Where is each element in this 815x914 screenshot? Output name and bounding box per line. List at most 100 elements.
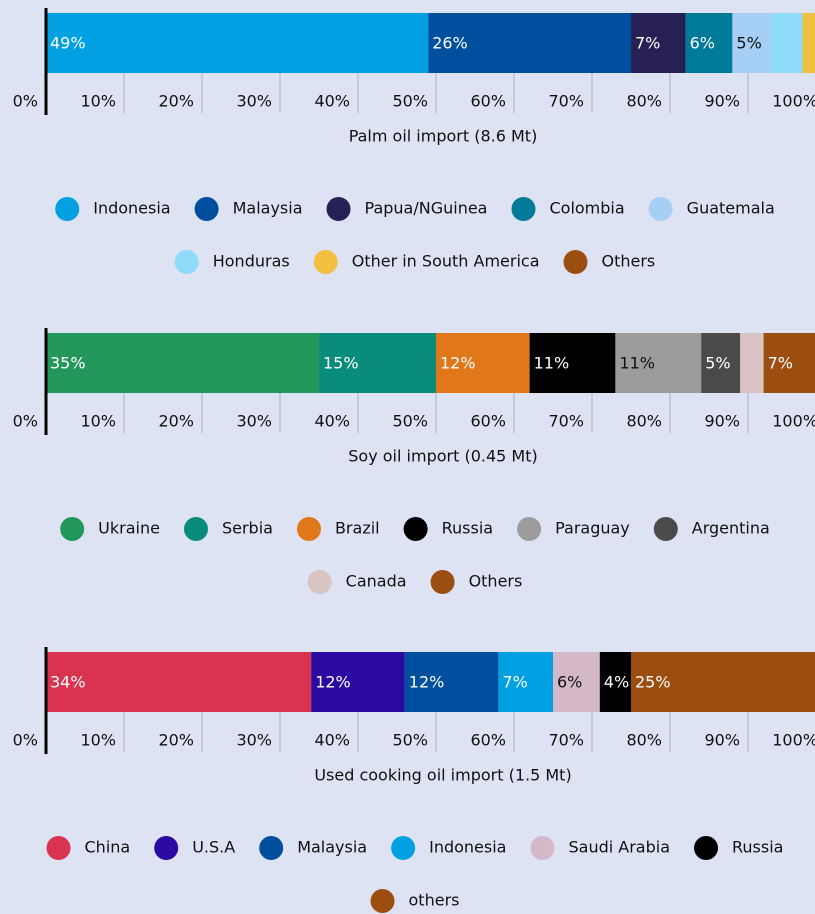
x-tick-label: 90%	[704, 92, 740, 111]
chart-title: Soy oil import (0.45 Mt)	[348, 447, 537, 466]
x-tick-label: 0%	[13, 92, 38, 111]
x-tick-label: 90%	[704, 412, 740, 431]
legend-swatch	[154, 836, 179, 860]
x-tick-label: 50%	[392, 92, 428, 111]
legend-label: Paraguay	[555, 519, 630, 538]
bar-segment	[436, 333, 530, 393]
data-label: 4%	[604, 673, 629, 692]
x-tick-label: 60%	[470, 92, 506, 111]
legend-label: Serbia	[222, 519, 273, 538]
bar-segment	[685, 13, 733, 73]
legend-label: U.S.A	[192, 838, 235, 857]
legend-label: Papua/NGuinea	[365, 199, 488, 218]
legend-label: Saudi Arabia	[568, 838, 670, 857]
bar-segment	[763, 333, 815, 393]
bar-segment	[46, 652, 312, 712]
data-label: 5%	[705, 354, 730, 373]
x-tick-label: 70%	[548, 92, 584, 111]
bar-segment	[529, 333, 616, 393]
data-label: 12%	[440, 354, 476, 373]
bar-segment	[771, 13, 803, 73]
legend-label: Guatemala	[687, 199, 775, 218]
data-label: 34%	[50, 673, 86, 692]
legend-swatch	[313, 250, 338, 274]
legend-label: Honduras	[213, 252, 290, 271]
x-tick-label: 10%	[80, 731, 116, 750]
x-tick-label: 70%	[548, 412, 584, 431]
bar-segment	[802, 13, 815, 73]
legend-swatch	[391, 836, 416, 860]
bar-segment	[631, 13, 686, 73]
legend-label: Other in South America	[352, 252, 540, 271]
legend-label: Ukraine	[98, 519, 160, 538]
x-tick-label: 50%	[392, 731, 428, 750]
legend-swatch	[517, 517, 542, 541]
data-label: 12%	[315, 673, 351, 692]
legend-swatch	[174, 250, 199, 274]
x-tick-label: 20%	[158, 92, 194, 111]
bar-segment	[311, 652, 405, 712]
data-label: 7%	[502, 673, 527, 692]
x-tick-label: 30%	[236, 92, 272, 111]
chart-title: Palm oil import (8.6 Mt)	[349, 127, 538, 146]
bar-segment	[615, 333, 702, 393]
bar-segment	[553, 652, 600, 712]
legend-swatch	[296, 517, 321, 541]
legend-label: Colombia	[549, 199, 624, 218]
legend-label: Malaysia	[233, 199, 303, 218]
x-tick-label: 40%	[314, 412, 350, 431]
legend-swatch	[563, 250, 588, 274]
bar-segment	[701, 333, 741, 393]
legend-swatch	[511, 197, 536, 221]
data-label: 12%	[409, 673, 445, 692]
legend-label: Canada	[346, 572, 407, 591]
bar-segment	[428, 13, 631, 73]
x-tick-label: 30%	[236, 412, 272, 431]
bar-segment	[740, 333, 764, 393]
x-tick-label: 20%	[158, 412, 194, 431]
bar-segment	[498, 652, 553, 712]
legend-label: Others	[469, 572, 523, 591]
x-tick-label: 50%	[392, 412, 428, 431]
data-label: 5%	[736, 34, 761, 53]
data-label: 6%	[557, 673, 582, 692]
legend-label: Indonesia	[93, 199, 170, 218]
x-tick-label: 40%	[314, 731, 350, 750]
legend-swatch	[653, 517, 678, 541]
x-tick-label: 100%	[772, 92, 815, 111]
data-label: 7%	[635, 34, 660, 53]
legend-label: Russia	[732, 838, 783, 857]
legend-swatch	[694, 836, 719, 860]
legend-swatch	[259, 836, 284, 860]
legend-swatch	[307, 570, 332, 594]
x-tick-label: 80%	[626, 731, 662, 750]
data-label: 11%	[619, 354, 655, 373]
chart-title: Used cooking oil import (1.5 Mt)	[314, 766, 571, 785]
x-tick-label: 20%	[158, 731, 194, 750]
legend-label: others	[409, 891, 460, 910]
x-tick-label: 40%	[314, 92, 350, 111]
data-label: 25%	[635, 673, 671, 692]
legend-label: Argentina	[692, 519, 770, 538]
x-tick-label: 80%	[626, 412, 662, 431]
x-tick-label: 0%	[13, 412, 38, 431]
bar-segment	[46, 333, 319, 393]
legend-swatch	[430, 570, 455, 594]
legend-swatch	[403, 517, 428, 541]
data-label: 11%	[534, 354, 570, 373]
bar-segment	[631, 652, 815, 712]
legend-label: Malaysia	[297, 838, 367, 857]
legend-swatch	[648, 197, 673, 221]
x-tick-label: 30%	[236, 731, 272, 750]
x-tick-label: 100%	[772, 412, 815, 431]
legend-label: Others	[602, 252, 656, 271]
legend-swatch	[530, 836, 555, 860]
legend-swatch	[60, 517, 85, 541]
x-tick-label: 100%	[772, 731, 815, 750]
x-tick-label: 10%	[80, 412, 116, 431]
bar-segment	[599, 652, 631, 712]
x-tick-label: 0%	[13, 731, 38, 750]
data-label: 6%	[690, 34, 715, 53]
legend-swatch	[370, 889, 395, 913]
